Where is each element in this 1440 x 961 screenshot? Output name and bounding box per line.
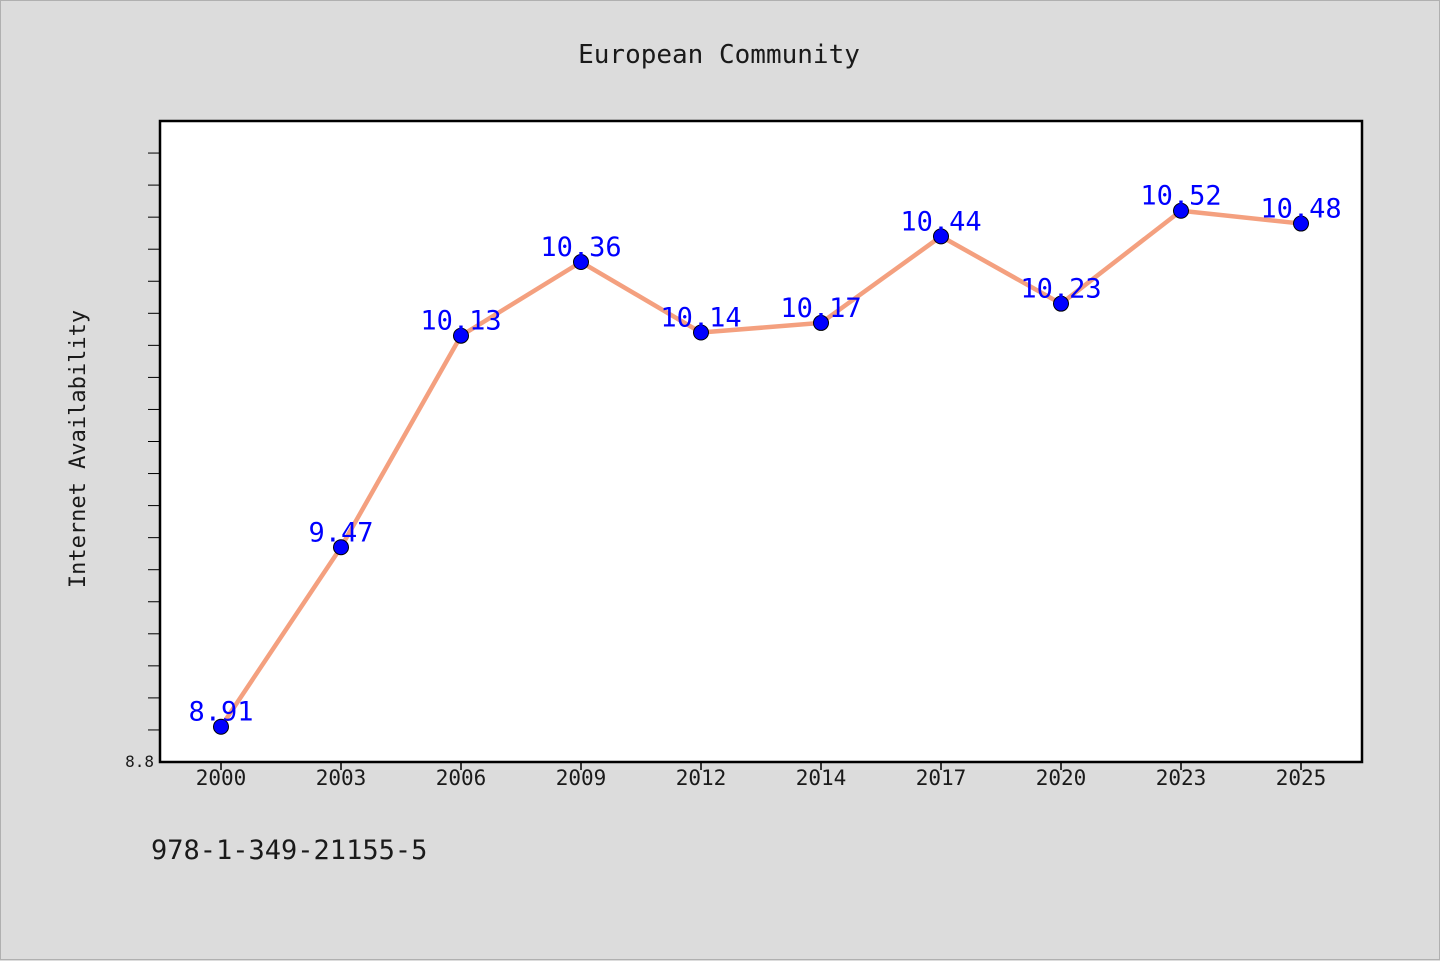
data-label: 10.36 (540, 232, 621, 263)
footer-code: 978-1-349-21155-5 (151, 835, 428, 866)
x-tick-label: 2025 (1276, 766, 1327, 790)
y-axis-label: Internet Availability (66, 310, 91, 588)
data-point (333, 539, 349, 556)
data-label: 10.17 (780, 293, 861, 324)
x-tick-label: 2017 (916, 766, 967, 790)
data-point (813, 314, 829, 331)
data-label: 10.44 (900, 206, 981, 237)
data-label: 10.14 (660, 303, 741, 334)
data-point (933, 228, 949, 245)
data-point (1293, 215, 1309, 232)
data-point (1173, 202, 1189, 219)
data-markers (213, 202, 1309, 735)
x-tick-label: 2020 (1036, 766, 1087, 790)
x-tick-label: 2012 (676, 766, 727, 790)
data-point (573, 254, 589, 271)
chart-title: European Community (578, 40, 860, 70)
y-tick-label: 8.8 (125, 752, 154, 771)
data-point (693, 324, 709, 341)
data-label: 8.91 (188, 697, 253, 728)
x-tick-label: 2000 (196, 766, 247, 790)
x-tick-label: 2014 (796, 766, 847, 790)
series-line (218, 208, 1304, 729)
data-label: 10.52 (1140, 181, 1221, 212)
data-point (453, 327, 469, 344)
data-label: 9.47 (308, 517, 373, 548)
data-label: 10.23 (1020, 274, 1101, 305)
x-tick-label: 2003 (316, 766, 367, 790)
data-point (1053, 295, 1069, 312)
data-point (213, 718, 229, 735)
data-labels: 8.91 9.47 10.13 10.36 10.14 10.17 10.44 10.23 10… (188, 181, 1341, 728)
x-tick-label: 2009 (556, 766, 607, 790)
x-axis: 2000 2003 2006 2009 2012 2014 2017 2020 2023 2025 (196, 762, 1327, 790)
data-label: 10.48 (1260, 194, 1341, 225)
data-label: 10.13 (420, 306, 501, 337)
x-tick-label: 2023 (1156, 766, 1207, 790)
x-tick-label: 2006 (436, 766, 487, 790)
y-axis-ticks (148, 152, 160, 731)
